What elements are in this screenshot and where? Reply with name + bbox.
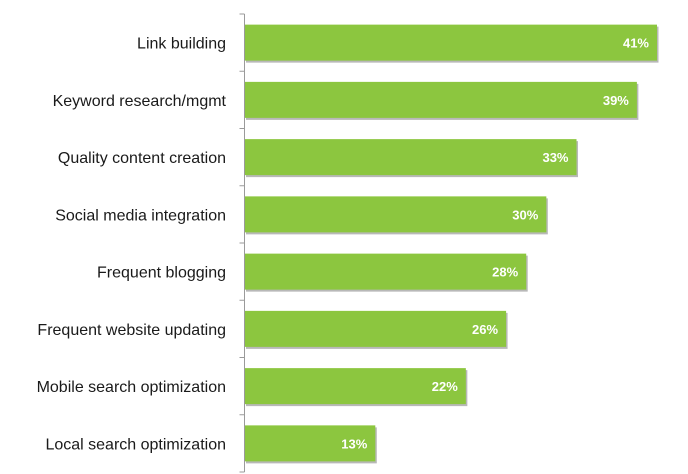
- bar-mobile-search-optimization: [244, 368, 466, 405]
- value-label-link-building: 41%: [623, 36, 649, 51]
- bar-series: 41% 39% 33% 30% 28% 26% 22% 13%: [244, 24, 659, 464]
- bar-frequent-website-updating: [244, 310, 507, 347]
- value-label-frequent-blogging: 28%: [492, 265, 518, 280]
- bar-keyword-research-mgmt: [244, 81, 637, 118]
- category-label-link-building: Link building: [137, 36, 226, 53]
- bar-quality-content-creation: [244, 139, 577, 176]
- category-label-keyword-research-mgmt: Keyword research/mgmt: [53, 93, 227, 110]
- value-label-keyword-research-mgmt: 39%: [603, 93, 629, 108]
- value-label-social-media-integration: 30%: [512, 207, 538, 222]
- category-labels: Link building Keyword research/mgmt Qualit…: [37, 36, 227, 454]
- value-label-quality-content-creation: 33%: [542, 150, 568, 165]
- category-label-quality-content-creation: Quality content creation: [58, 150, 226, 167]
- category-label-frequent-website-updating: Frequent website updating: [37, 322, 226, 339]
- category-label-mobile-search-optimization: Mobile search optimization: [37, 379, 226, 396]
- category-label-frequent-blogging: Frequent blogging: [97, 265, 226, 282]
- category-label-social-media-integration: Social media integration: [55, 207, 226, 224]
- value-label-mobile-search-optimization: 22%: [432, 379, 458, 394]
- bar-link-building: [244, 24, 657, 61]
- value-label-frequent-website-updating: 26%: [472, 322, 498, 337]
- bar-social-media-integration: [244, 196, 547, 233]
- y-axis-ticks: [239, 13, 245, 473]
- bar-local-search-optimization: [244, 425, 376, 462]
- category-label-local-search-optimization: Local search optimization: [45, 436, 226, 453]
- value-label-local-search-optimization: 13%: [341, 436, 367, 451]
- bar-frequent-blogging: [244, 253, 527, 290]
